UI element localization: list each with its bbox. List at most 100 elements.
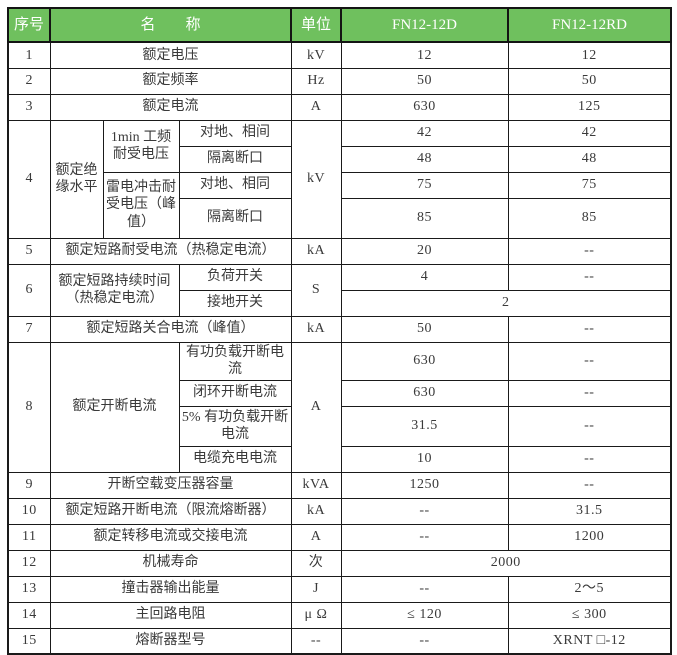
row-name: 额定转移电流或交接电流 <box>49 523 292 551</box>
row-no: 12 <box>7 549 51 577</box>
row-name: 熔断器型号 <box>49 627 292 655</box>
table-row: 3 额定电流 A 630 125 <box>7 93 672 121</box>
table-row: 15 熔断器型号 -- -- XRNT □-12 <box>7 627 672 655</box>
value-fn12-12rd: 1200 <box>507 523 672 551</box>
table-row: 4 额定绝缘水平 1min 工频耐受电压 对地、相间 kV 42 42 <box>7 119 672 239</box>
table-row: 5 额定短路耐受电流（热稳定电流） kA 20 -- <box>7 237 672 265</box>
row-unit: kV <box>290 119 342 239</box>
row-name: 额定短路关合电流（峰值） <box>49 315 292 343</box>
value-fn12-12d: 630 <box>340 379 509 407</box>
row-subgroup-label: 1min 工频耐受电压 <box>102 119 180 173</box>
row-unit: S <box>290 263 342 317</box>
row-name: 开断空载变压器容量 <box>49 471 292 499</box>
header-row: 序号 名 称 单位 FN12-12D FN12-12RD <box>7 7 673 43</box>
value-fn12-12d: 10 <box>340 445 509 473</box>
row-name: 额定短路开断电流（限流熔断器） <box>49 497 292 525</box>
table-row: 雷电冲击耐受电压（峰值） 对地、相同 75 75 <box>8 171 672 239</box>
row-name: 额定频率 <box>49 67 292 95</box>
row-name: 主回路电阻 <box>49 601 292 629</box>
row-name: 额定电流 <box>49 93 292 121</box>
value-fn12-12d: -- <box>340 497 509 525</box>
header-model-fn12-12rd: FN12-12RD <box>507 7 673 43</box>
value-fn12-12rd: 125 <box>507 93 672 121</box>
value-fn12-12rd: 50 <box>507 67 672 95</box>
row-unit: A <box>290 93 342 121</box>
value-fn12-12d: -- <box>340 627 509 655</box>
table-row: 8 额定开断电流 有功负载开断电流 A 630 -- <box>7 341 672 473</box>
row-no: 13 <box>7 575 51 603</box>
value-fn12-12d: 42 <box>340 119 509 147</box>
value-fn12-12rd: 2～5 <box>507 575 672 603</box>
row-condition: 对地、相间 <box>178 119 292 147</box>
table-row: 闭环开断电流 630 -- <box>8 379 672 407</box>
table-row: 12 机械寿命 次 2000 <box>7 549 672 577</box>
row-no: 2 <box>7 67 51 95</box>
table-row: 电缆充电电流 10 -- <box>8 445 672 473</box>
row-condition: 闭环开断电流 <box>178 379 292 407</box>
row-name: 额定电压 <box>49 41 292 69</box>
value-fn12-12d: 12 <box>340 41 509 69</box>
value-fn12-12d: 20 <box>340 237 509 265</box>
value-fn12-12rd: ≤ 300 <box>507 601 672 629</box>
row-condition: 电缆充电电流 <box>178 445 292 473</box>
row-no: 8 <box>7 341 51 473</box>
row-unit: -- <box>290 627 342 655</box>
row-name: 额定短路耐受电流（热稳定电流） <box>49 237 292 265</box>
table-row: 隔离断口 48 48 <box>8 145 672 173</box>
value-fn12-12rd: 31.5 <box>507 497 672 525</box>
value-fn12-12d: 50 <box>340 315 509 343</box>
table-row: 5% 有功负载开断电流 31.5 -- <box>8 405 672 447</box>
value-both-models: 2000 <box>340 549 672 577</box>
row-condition: 有功负载开断电流 <box>178 341 292 381</box>
row-unit: A <box>290 341 342 473</box>
value-fn12-12d: 630 <box>340 93 509 121</box>
table-row: 14 主回路电阻 μ Ω ≤ 120 ≤ 300 <box>7 601 672 629</box>
row-unit: kA <box>290 497 342 525</box>
row-condition: 隔离断口 <box>178 145 292 173</box>
value-fn12-12d: 1250 <box>340 471 509 499</box>
row-condition: 对地、相同 <box>178 171 292 199</box>
row-condition: 接地开关 <box>178 289 292 317</box>
value-fn12-12d: -- <box>340 523 509 551</box>
row-unit: kA <box>290 237 342 265</box>
row-condition: 5% 有功负载开断电流 <box>178 405 292 447</box>
value-fn12-12d: 50 <box>340 67 509 95</box>
value-fn12-12rd: 75 <box>507 171 672 199</box>
row-unit: J <box>290 575 342 603</box>
value-fn12-12rd: -- <box>507 405 672 447</box>
row-unit: kA <box>290 315 342 343</box>
value-fn12-12rd: XRNT □-12 <box>507 627 672 655</box>
row-subgroup-label: 雷电冲击耐受电压（峰值） <box>102 171 180 239</box>
value-fn12-12d: 4 <box>340 263 509 291</box>
value-fn12-12d: 630 <box>340 341 509 381</box>
table-row: 1 额定电压 kV 12 12 <box>7 41 672 69</box>
value-fn12-12d: 85 <box>340 197 509 239</box>
row-no: 7 <box>7 315 51 343</box>
row-no: 1 <box>7 41 51 69</box>
row-no: 4 <box>7 119 51 239</box>
row-no: 11 <box>7 523 51 551</box>
value-fn12-12rd: -- <box>507 237 672 265</box>
spec-table: 序号 名 称 单位 FN12-12D FN12-12RD 1 额定电压 kV 1… <box>7 7 673 655</box>
row-name: 额定开断电流 <box>49 341 180 473</box>
value-fn12-12rd: 42 <box>507 119 672 147</box>
row-no: 14 <box>7 601 51 629</box>
row-no: 10 <box>7 497 51 525</box>
table-row: 6 额定短路持续时间（热稳定电流） 负荷开关 S 4 -- <box>7 263 672 317</box>
value-fn12-12rd: -- <box>507 445 672 473</box>
table-row: 13 撞击器输出能量 J -- 2～5 <box>7 575 672 603</box>
row-no: 5 <box>7 237 51 265</box>
row-unit: kV <box>290 41 342 69</box>
table-row: 2 额定频率 Hz 50 50 <box>7 67 672 95</box>
value-fn12-12d: -- <box>340 575 509 603</box>
row-no: 9 <box>7 471 51 499</box>
value-fn12-12rd: -- <box>507 379 672 407</box>
row-name: 撞击器输出能量 <box>49 575 292 603</box>
row-no: 15 <box>7 627 51 655</box>
value-fn12-12d: ≤ 120 <box>340 601 509 629</box>
value-fn12-12rd: -- <box>507 471 672 499</box>
row-condition: 隔离断口 <box>178 197 292 239</box>
row-name: 额定绝缘水平 <box>49 119 104 239</box>
table-row: 9 开断空载变压器容量 kVA 1250 -- <box>7 471 672 499</box>
header-name: 名 称 <box>48 7 293 43</box>
